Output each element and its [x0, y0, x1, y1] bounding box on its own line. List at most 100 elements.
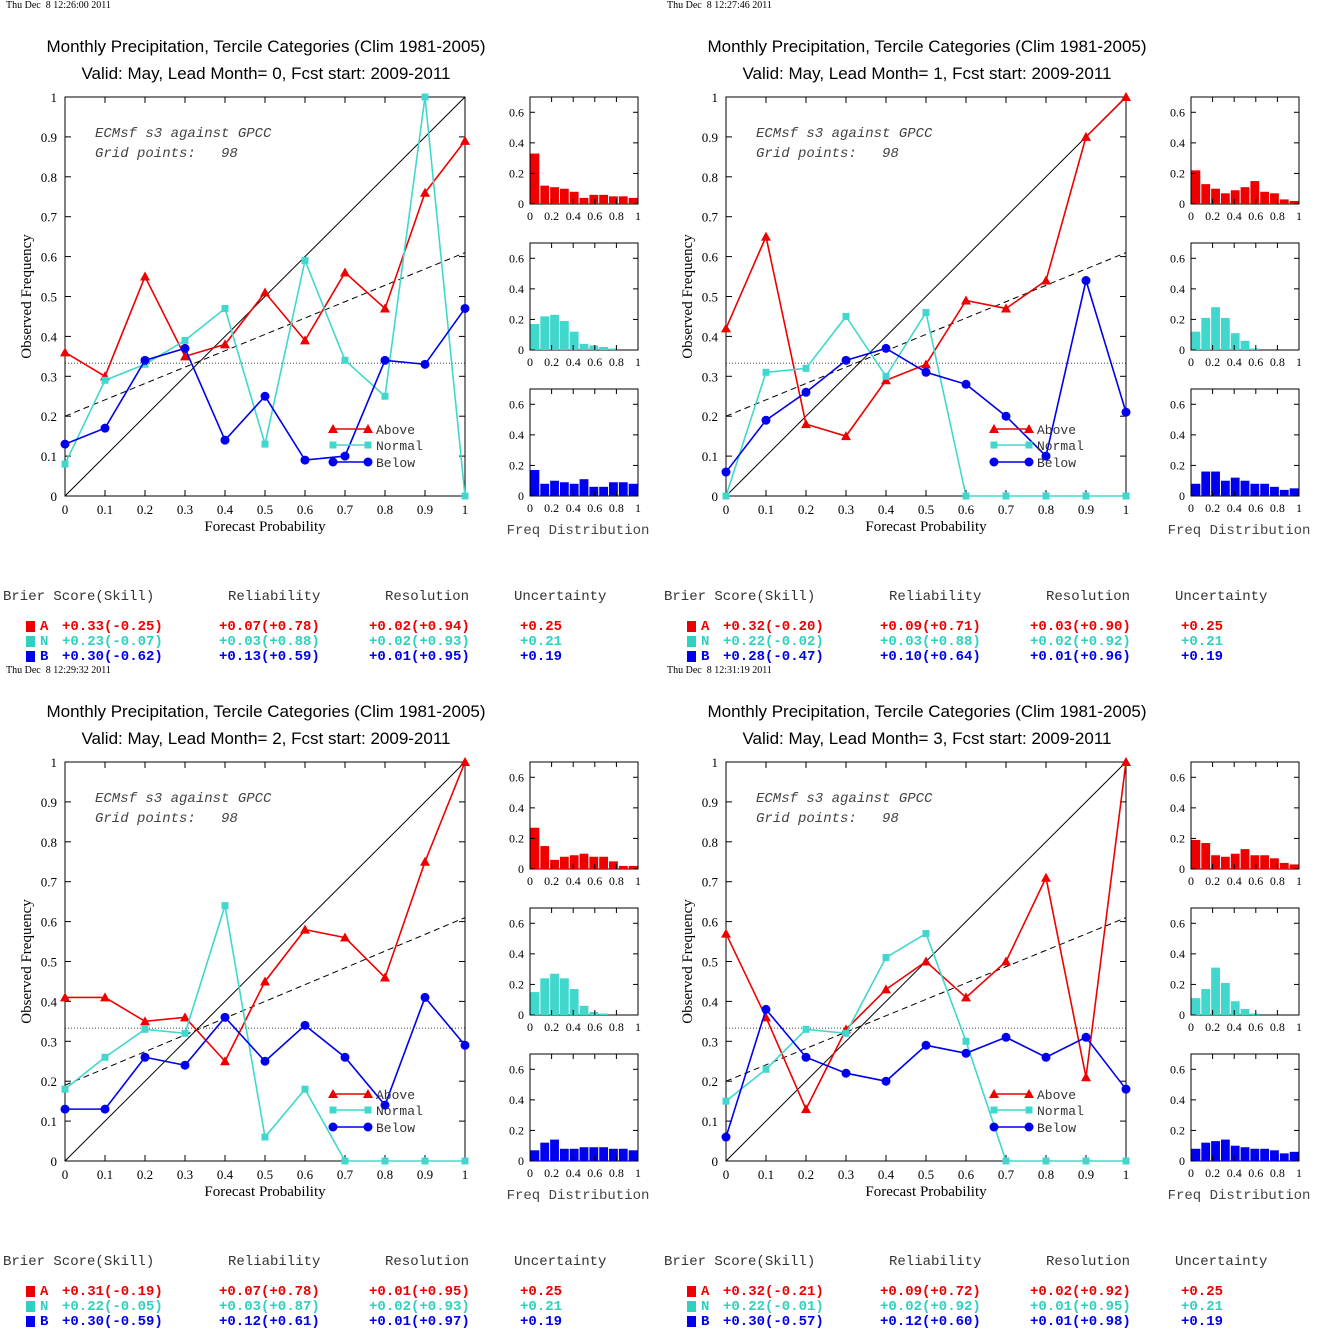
x-tick-label: 1 — [462, 1167, 469, 1182]
x-tick-label: 0 — [62, 1167, 69, 1182]
square-marker — [381, 392, 389, 400]
square-marker — [882, 954, 890, 962]
triangle-marker — [801, 1104, 811, 1114]
hist-y-tick-label: 0 — [1179, 1154, 1185, 1168]
hist-y-tick-label: 0.6 — [1170, 916, 1185, 930]
square-marker — [1025, 1106, 1033, 1114]
triangle-marker — [140, 271, 150, 281]
square-marker — [61, 1085, 69, 1093]
triangle-marker — [60, 347, 70, 357]
square-marker — [842, 312, 850, 320]
category-letter: B — [701, 649, 710, 665]
x-tick-label: 0.1 — [758, 1167, 774, 1182]
legend-label: Above — [376, 1088, 415, 1103]
hist-y-tick-label: 0.6 — [509, 916, 524, 930]
stats-table: Brier Score(Skill) Reliability Resolution U… — [0, 589, 661, 665]
timestamp: Thu Dec 8 12:31:19 2011 — [667, 665, 772, 676]
histogram-bar — [599, 856, 609, 869]
annotation-gridpoints: Grid points: 98 — [756, 811, 899, 827]
panel-2: Thu Dec 8 12:29:32 2011 Monthly Precipita… — [0, 665, 661, 1330]
circle-marker — [220, 435, 230, 445]
legend-item-normal: Normal — [990, 439, 1084, 454]
circle-marker — [1041, 451, 1051, 461]
hist-y-tick-label: 0 — [1179, 1008, 1185, 1022]
hist-x-tick-label: 0.6 — [1248, 1166, 1263, 1180]
stat-value: +0.01(+0.98) — [1030, 1314, 1131, 1330]
circle-marker — [1121, 407, 1131, 417]
triangle-marker — [1024, 424, 1034, 433]
hist-y-tick-label: 0.2 — [1170, 1123, 1185, 1137]
series-below — [60, 992, 470, 1114]
square-marker — [882, 372, 890, 380]
category-swatch — [26, 621, 35, 632]
circle-marker — [801, 1052, 811, 1062]
histogram-bar — [599, 346, 609, 350]
square-marker — [421, 93, 429, 101]
hist-x-tick-label: 1 — [635, 1166, 641, 1180]
legend-item-above: Above — [989, 1088, 1076, 1103]
hist-x-tick-label: 0.6 — [587, 355, 602, 369]
hist-y-tick-label: 0.6 — [1170, 105, 1185, 119]
category-swatch — [687, 1301, 696, 1312]
y-tick-label: 0.6 — [702, 250, 719, 265]
histogram-bar — [540, 1142, 550, 1161]
y-tick-label: 0.8 — [41, 170, 57, 185]
stat-value: +0.09(+0.71) — [880, 619, 981, 635]
histogram-bar — [1191, 170, 1201, 204]
histogram-bar — [1279, 862, 1289, 869]
x-tick-label: 0.1 — [758, 502, 774, 517]
x-tick-label: 0.4 — [878, 1167, 895, 1182]
triangle-marker — [841, 431, 851, 441]
circle-marker — [989, 457, 999, 467]
histogram-normal: 0 0.2 0.4 0.6 0 0.2 0.4 0.6 0.8 1 — [509, 907, 641, 1034]
hist-x-tick-label: 0.2 — [544, 501, 559, 515]
stats-header: Resolution — [1046, 589, 1131, 605]
histogram-bar — [1230, 333, 1240, 350]
histogram-bar — [1279, 1153, 1289, 1161]
hist-y-tick-label: 0.2 — [509, 458, 524, 472]
x-tick-label: 0.8 — [377, 1167, 393, 1182]
triangle-marker — [1081, 131, 1091, 141]
hist-y-tick-label: 0.4 — [509, 136, 524, 150]
reliability-chart: 0 0.1 0.2 0.3 0.4 0.5 0.6 0.7 0.8 0.9 1 0 0.1 0.2 0.3 0… — [19, 90, 649, 539]
hist-x-tick-label: 0.6 — [1248, 209, 1263, 223]
histogram-bar — [1191, 839, 1201, 869]
square-marker — [301, 257, 309, 265]
x-axis-label: Forecast Probability — [204, 519, 326, 535]
stats-row-normal: N +0.22(-0.01) +0.02(+0.92) +0.01(+0.95) +0.… — [661, 1299, 1322, 1315]
y-tick-label: 0 — [51, 1154, 58, 1169]
legend-label: Normal — [376, 439, 423, 454]
stats-header: Uncertainty — [514, 1254, 607, 1270]
square-marker — [301, 1085, 309, 1093]
square-marker — [962, 1037, 970, 1045]
triangle-marker — [921, 956, 931, 966]
reliability-chart: 0 0.1 0.2 0.3 0.4 0.5 0.6 0.7 0.8 0.9 1 0 0.1 0.2 0.3 0… — [19, 755, 649, 1204]
y-tick-label: 0.1 — [41, 449, 57, 464]
triangle-marker — [1024, 1089, 1034, 1098]
circle-marker — [300, 455, 310, 465]
histogram-above: 0 0.2 0.4 0.6 0 0.2 0.4 0.6 0.8 1 — [509, 761, 641, 888]
stat-value: +0.21 — [1181, 1299, 1224, 1315]
hist-x-tick-label: 1 — [1296, 501, 1302, 515]
y-tick-label: 0.7 — [702, 210, 719, 225]
square-marker — [922, 308, 930, 316]
x-tick-label: 0.4 — [217, 1167, 234, 1182]
stat-value: +0.19 — [520, 1314, 563, 1330]
circle-marker — [761, 415, 771, 425]
hist-x-tick-label: 0 — [527, 1166, 533, 1180]
y-tick-label: 0.1 — [702, 1114, 718, 1129]
series-above — [721, 92, 1131, 441]
square-marker — [261, 440, 269, 448]
circle-marker — [363, 457, 373, 467]
chart-subtitle: Valid: May, Lead Month= 2, Fcst start: 2… — [81, 729, 451, 748]
category-letter: A — [40, 619, 49, 635]
histogram-bar — [599, 486, 609, 496]
hist-x-tick-label: 0.8 — [609, 209, 624, 223]
histogram-bar — [540, 316, 550, 350]
panel-0: Thu Dec 8 12:26:00 2011 Monthly Precipita… — [0, 0, 661, 665]
hist-x-tick-label: 0 — [527, 355, 533, 369]
histogram-bar — [618, 196, 628, 204]
histogram-bar — [540, 185, 550, 204]
x-tick-label: 0.2 — [798, 1167, 814, 1182]
stats-header: Reliability — [228, 589, 321, 605]
